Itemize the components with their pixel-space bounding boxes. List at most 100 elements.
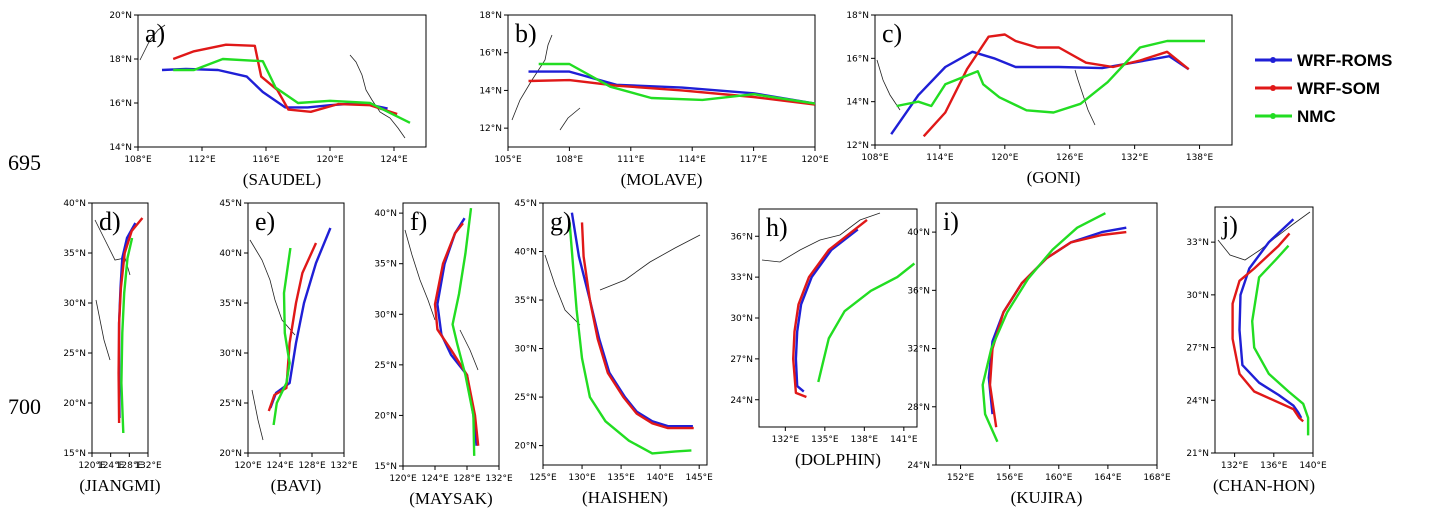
x-tick-label: 112°E (188, 155, 216, 165)
legend-item-wrf-som: WRF-SOM (1255, 79, 1380, 98)
x-tick-label: 120°E (234, 461, 262, 471)
y-tick-label: 27°N (730, 355, 753, 365)
legend-label: NMC (1297, 107, 1336, 126)
y-tick-label: 30°N (374, 310, 397, 320)
x-tick-label: 120°E (801, 155, 829, 165)
row-label-700: 700 (8, 394, 41, 419)
panel-bavi: 120°E 124°E 128°E 132°E 20°N 25°N 30°N 35°N 40°N… (219, 199, 358, 495)
y-tick-label: 40°N (63, 199, 86, 209)
track-wrf-som (117, 217, 144, 424)
panel-goni: 108°E 114°E 120°E 126°E 132°E 138°E 12°N 14°N 16… (846, 11, 1233, 187)
y-tick-label: 30°N (1186, 291, 1209, 301)
coastline (559, 107, 581, 131)
coastline (599, 234, 701, 291)
x-tick-label: 108°E (556, 155, 584, 165)
y-tick-label: 35°N (374, 260, 397, 270)
panel-haishen: 125°E 130°E 135°E 140°E 145°E 20°N 25°N 30°N 35°… (514, 199, 713, 507)
y-tick-label: 30°N (730, 314, 753, 324)
y-tick-label: 14°N (109, 143, 132, 153)
y-tick-label: 20°N (219, 449, 242, 459)
track-wrf-som (988, 230, 1127, 428)
track-nmc (538, 62, 816, 105)
x-tick-label: 117°E (740, 155, 768, 165)
track-wrf-som (267, 242, 318, 412)
y-tick-label: 27°N (1186, 344, 1209, 354)
legend-marker (1270, 113, 1276, 119)
x-tick-label: 105°E (494, 155, 522, 165)
row-label-text: 700 (8, 394, 41, 419)
y-tick-label: 20°N (109, 11, 132, 21)
track-nmc (896, 39, 1205, 114)
coastline (1074, 69, 1096, 126)
legend-label: WRF-ROMS (1297, 51, 1392, 70)
x-tick-label: 108°E (124, 155, 152, 165)
x-tick-label: 120°E (316, 155, 344, 165)
coastline (876, 59, 901, 111)
y-tick-label: 33°N (1186, 238, 1209, 248)
map-frame (542, 202, 708, 466)
coastline (251, 389, 264, 441)
coastline (349, 54, 406, 139)
map-frame (137, 14, 427, 148)
x-tick-label: 120°E (389, 474, 417, 484)
x-tick-label: 156°E (996, 473, 1024, 483)
x-tick-label: 164°E (1094, 473, 1122, 483)
panel-letter: h) (766, 213, 788, 242)
y-tick-label: 28°N (907, 403, 930, 413)
track-wrf-som (580, 222, 694, 430)
x-tick-label: 114°E (679, 155, 707, 165)
legend: WRF-ROMS WRF-SOM NMC (1255, 51, 1392, 126)
storm-name: (BAVI) (271, 476, 322, 495)
y-tick-label: 35°N (63, 249, 86, 259)
panel-letter: c) (882, 19, 902, 48)
y-tick-label: 36°N (730, 232, 753, 242)
y-tick-label: 40°N (907, 228, 930, 238)
y-tick-label: 40°N (374, 209, 397, 219)
track-nmc (451, 207, 476, 456)
y-tick-label: 20°N (514, 442, 537, 452)
panel-chan-hon: 132°E 136°E 140°E 21°N 24°N 27°N 30°N 33°N j) (CH… (1186, 206, 1327, 495)
map-frame (874, 14, 1233, 146)
y-tick-label: 12°N (846, 141, 869, 151)
panel-grid: 108°E 112°E 116°E 120°E 124°E14°N16°N18°N20°… (63, 11, 1327, 508)
panel-molave: 105°E 108°E 111°E 114°E 117°E 120°E 12°N 14°N 16… (479, 11, 829, 189)
x-tick-label: 128°E (116, 461, 144, 471)
panel-letter: i) (943, 207, 959, 236)
coastline (95, 299, 111, 361)
x-tick-label: 152°E (947, 473, 975, 483)
storm-name: (MOLAVE) (621, 170, 703, 189)
x-tick-label: 124°E (266, 461, 294, 471)
x-tick-label: 124°E (380, 155, 408, 165)
coastline (404, 229, 436, 321)
y-tick-label: 15°N (63, 449, 86, 459)
panel-kujira: 152°E 156°E 160°E 164°E 168°E 24°N 28°N 32°N 36°… (907, 202, 1171, 507)
x-tick-label: 120°E (991, 153, 1019, 163)
x-tick-label: 136°E (1260, 461, 1288, 471)
coastline (459, 329, 479, 371)
x-tick-label: 135°E (811, 435, 839, 445)
y-tick-label: 40°N (219, 249, 242, 259)
x-tick-label: 135°E (607, 473, 635, 483)
x-tick-label: 160°E (1045, 473, 1073, 483)
y-tick-label: 32°N (907, 345, 930, 355)
y-tick-label: 36°N (907, 286, 930, 296)
panel-letter: f) (410, 207, 427, 236)
y-tick-label: 33°N (730, 273, 753, 283)
y-tick-label: 18°N (109, 55, 132, 65)
y-tick-label: 24°N (1186, 396, 1209, 406)
track-nmc (272, 247, 292, 426)
panel-letter: d) (99, 207, 121, 236)
x-tick-label: 130°E (568, 473, 596, 483)
x-tick-label: 124°E (421, 474, 449, 484)
x-tick-label: 128°E (298, 461, 326, 471)
legend-item-wrf-roms: WRF-ROMS (1255, 51, 1392, 70)
track-nmc (568, 222, 692, 455)
storm-name: (SAUDEL) (243, 170, 321, 189)
storm-name: (KUJIRA) (1011, 488, 1083, 507)
panel-letter: g) (550, 207, 572, 236)
x-tick-label: 108°E (861, 153, 889, 163)
y-tick-label: 18°N (479, 11, 502, 21)
x-tick-label: 111°E (617, 155, 645, 165)
coastline (544, 254, 581, 326)
x-tick-label: 132°E (134, 461, 162, 471)
